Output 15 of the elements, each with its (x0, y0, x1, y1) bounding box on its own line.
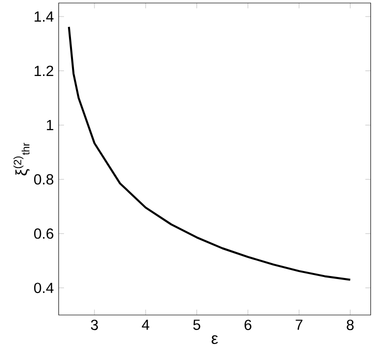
x-tick-label: 6 (244, 320, 252, 330)
y-axis-title: ξ$^{(2)}$thr (13, 142, 30, 176)
y-tick-label: 1 (46, 120, 54, 130)
x-tick-label: 3 (90, 320, 98, 330)
line-series (68, 26, 352, 281)
x-tick-label: 7 (296, 320, 302, 330)
x-tick-label: 8 (346, 320, 354, 330)
x-tick-label: 4 (142, 320, 150, 330)
y-tick-label: 0.4 (34, 282, 54, 294)
y-tick-label: 0.6 (34, 228, 54, 239)
x-axis-title: ε (212, 335, 218, 344)
x-tick-label: 5 (193, 320, 200, 330)
y-tick-label: 1.2 (34, 66, 54, 76)
y-tick-label: 0.8 (34, 174, 54, 185)
y-tick-label: 1.4 (34, 12, 54, 22)
